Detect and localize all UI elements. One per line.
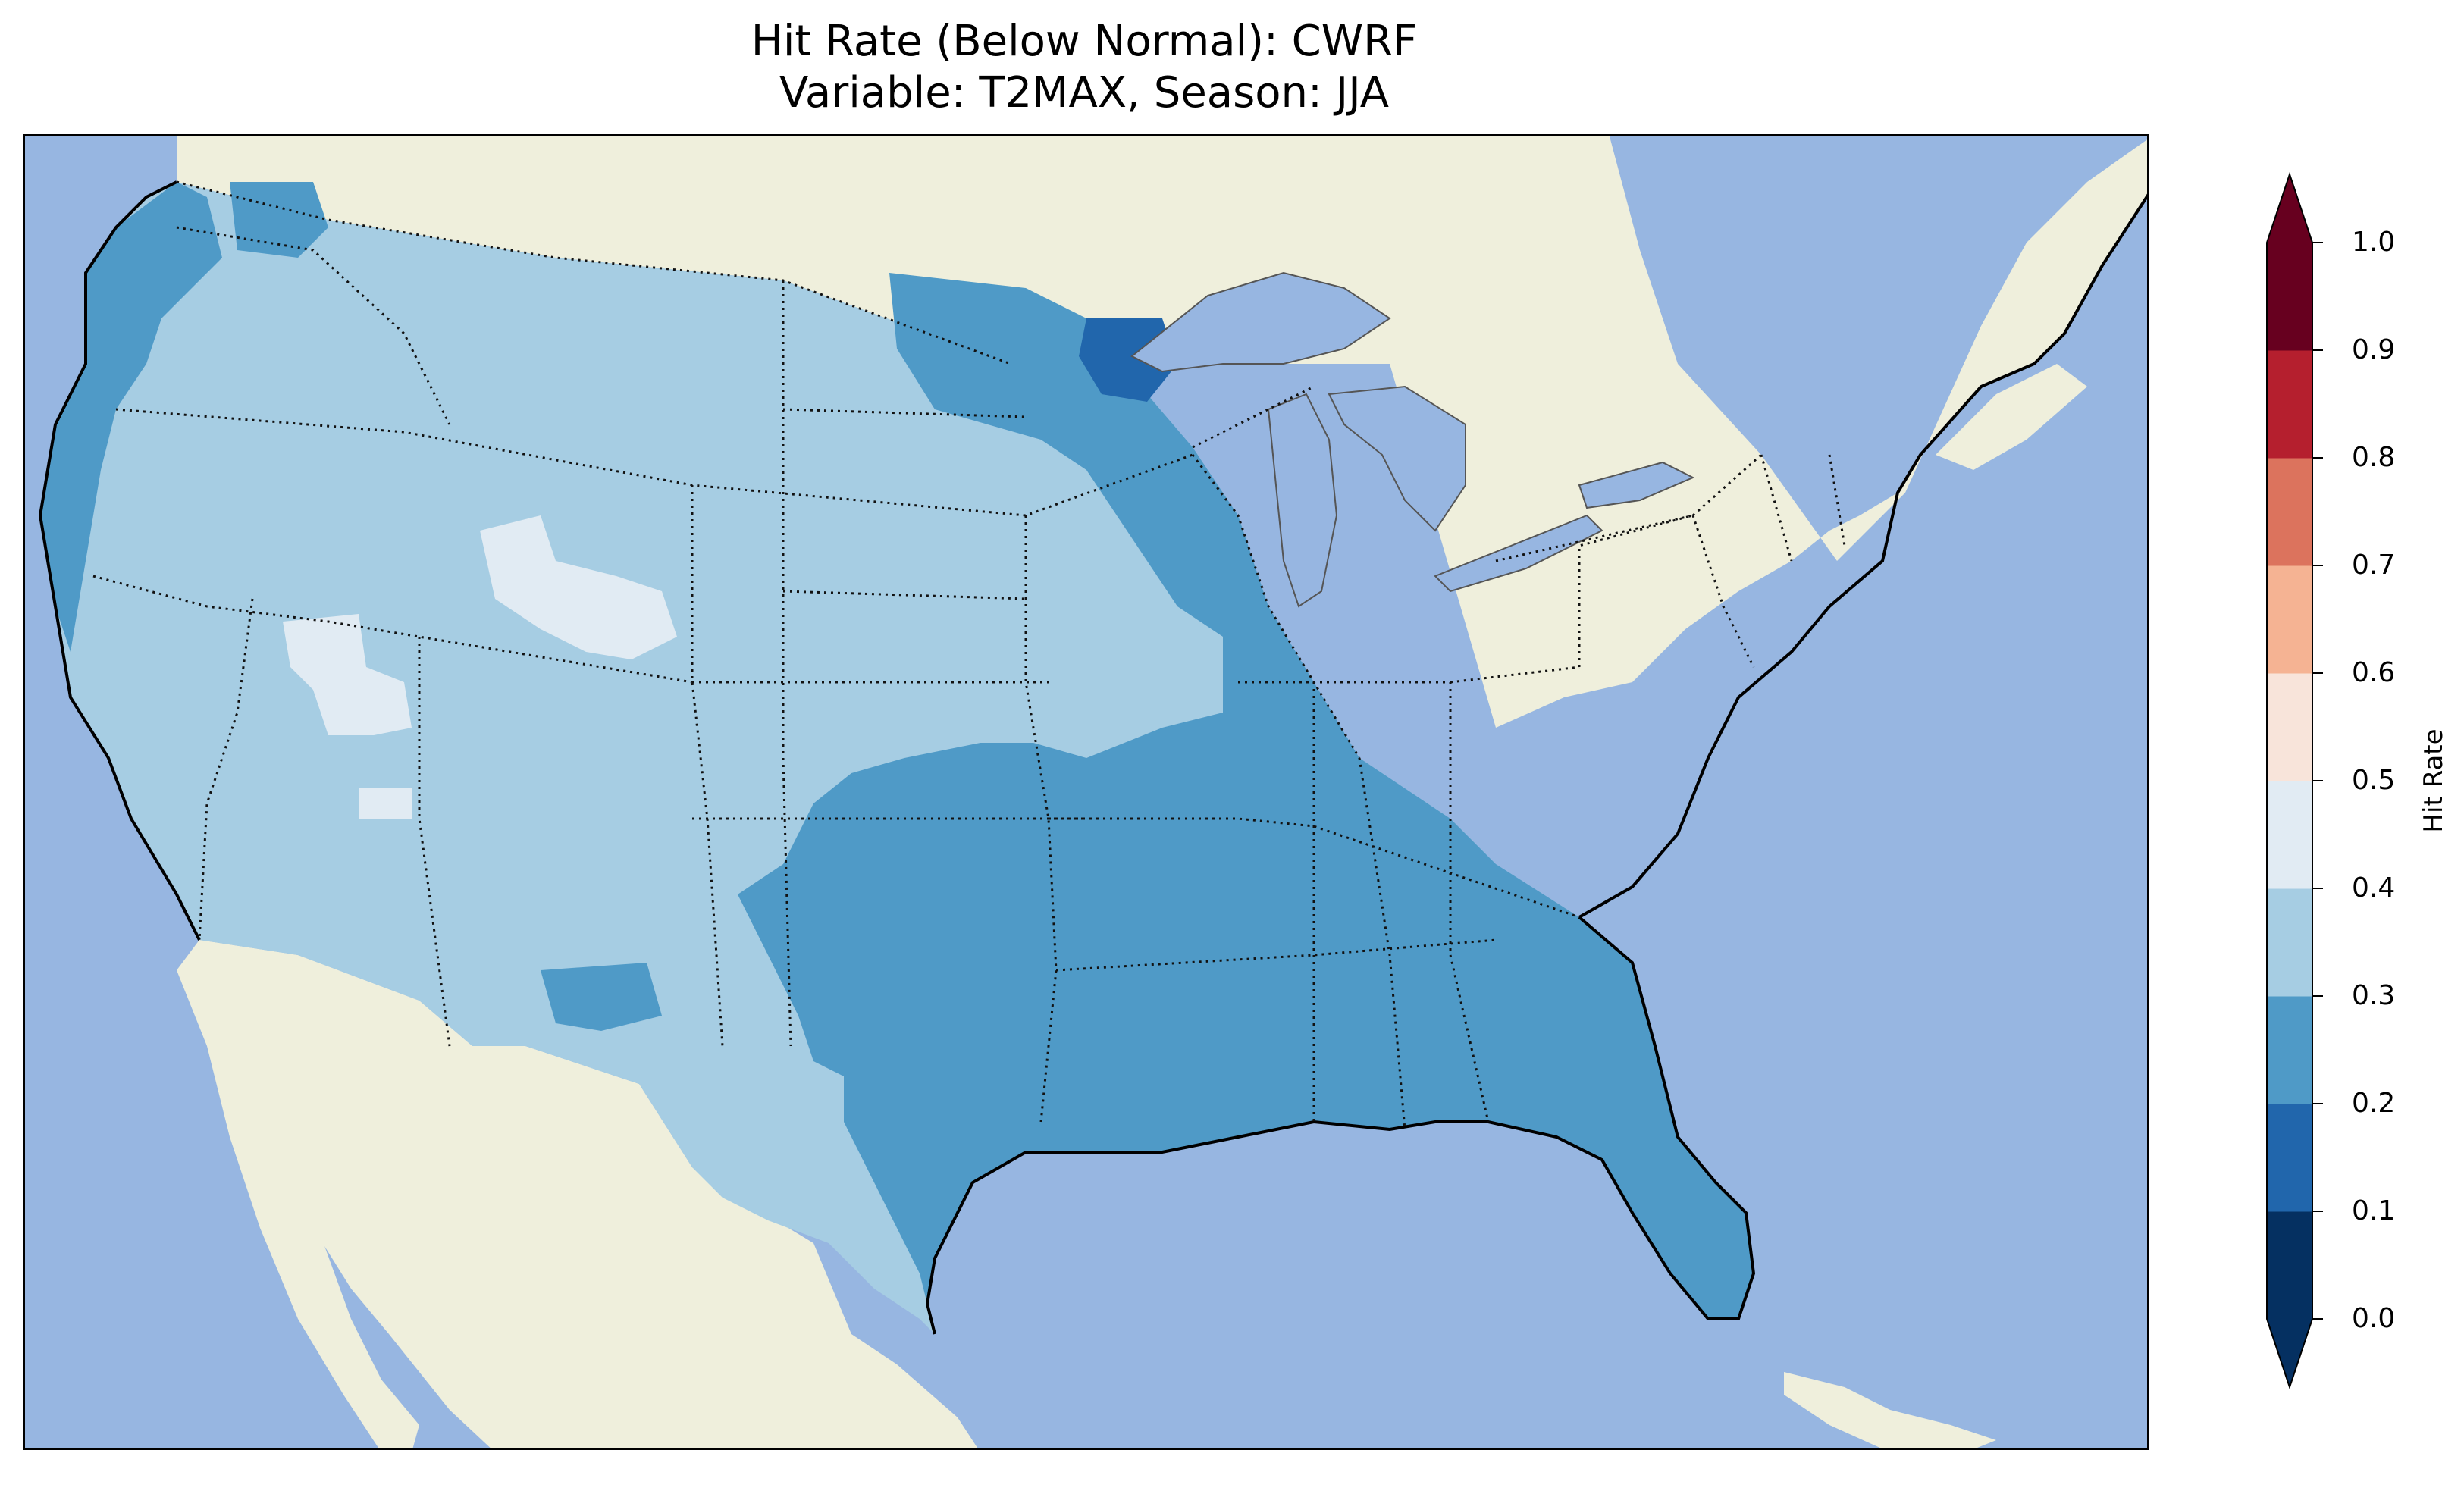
coastline-east — [1578, 193, 2147, 919]
colorbar-label: Hit Rate — [2419, 728, 2449, 833]
coastline-gulf — [925, 916, 1756, 1335]
colorbar-bin-1 — [2267, 1104, 2312, 1212]
colorbar-tick-mark — [2312, 242, 2323, 243]
colorbar-tick-mark — [2312, 888, 2323, 889]
cuba-land — [1784, 1372, 1996, 1448]
colorbar-bin-2 — [2267, 996, 2312, 1104]
lake-ontario — [1578, 461, 1695, 509]
colorbar-tick-label: 0.4 — [2352, 872, 2396, 904]
lake-superior — [1130, 271, 1391, 373]
colorbar-tick-label: 1.0 — [2352, 227, 2396, 258]
colorbar-tick-label: 0.1 — [2352, 1195, 2396, 1226]
lake-michigan — [1267, 393, 1338, 608]
field-bin-0.4-0.5-nevada — [283, 614, 412, 735]
field-bin-0.2-0.3-southwest — [541, 963, 662, 1031]
colorbar-bin-5 — [2267, 673, 2312, 781]
colorbar-tick-label: 0.5 — [2352, 765, 2396, 796]
colorbar-bin-6 — [2267, 565, 2312, 674]
colorbar-tick-mark — [2312, 457, 2323, 459]
lake-erie — [1434, 514, 1603, 593]
field-bin-0.4-0.5-wyoming — [480, 515, 677, 659]
lake-huron — [1328, 385, 1466, 532]
colorbar-tick-mark — [2312, 565, 2323, 566]
colorbar-tick-label: 0.2 — [2352, 1088, 2396, 1119]
colorbar-bin-4 — [2267, 781, 2312, 889]
title-line-1: Hit Rate (Below Normal): CWRF — [751, 17, 1418, 66]
colorbar-tick-mark — [2312, 780, 2323, 781]
baja-land — [177, 940, 419, 1448]
colorbar-tick-label: 0.8 — [2352, 442, 2396, 473]
colorbar-tick-mark — [2312, 1318, 2323, 1320]
mexico-land — [199, 940, 978, 1448]
map-panel[interactable] — [23, 134, 2149, 1450]
colorbar-tick-mark — [2312, 995, 2323, 997]
colorbar-svg — [2266, 171, 2313, 1390]
colorbar-extend-min — [2267, 1319, 2312, 1387]
colorbar-tick-label: 0.9 — [2352, 334, 2396, 365]
colorbar-tick-mark — [2312, 672, 2323, 674]
colorbar-bin-3 — [2267, 888, 2312, 997]
coastline-west — [38, 180, 201, 941]
colorbar-tick-label: 0.0 — [2352, 1303, 2396, 1334]
colorbar-tick-mark — [2312, 349, 2323, 351]
colorbar-tick-label: 0.3 — [2352, 980, 2396, 1011]
field-bin-0.2-0.3-washington — [230, 182, 328, 258]
colorbar-tick-label: 0.6 — [2352, 657, 2396, 688]
colorbar — [2266, 171, 2313, 1390]
colorbar-tick-mark — [2312, 1103, 2323, 1104]
colorbar-extend-max — [2267, 174, 2312, 243]
field-bin-0.2-0.3-east — [738, 273, 1754, 1319]
map-svg — [25, 136, 2147, 1448]
colorbar-bin-9 — [2267, 243, 2312, 351]
colorbar-bin-0 — [2267, 1211, 2312, 1320]
colorbar-bin-8 — [2267, 350, 2312, 459]
colorbar-tick-label: 0.7 — [2352, 550, 2396, 581]
title-line-2: Variable: T2MAX, Season: JJA — [779, 68, 1390, 117]
state-borders — [92, 180, 1846, 1130]
colorbar-tick-mark — [2312, 1211, 2323, 1212]
field-bin-0.4-0.5-arizona — [359, 788, 412, 819]
canada-land — [177, 136, 2147, 728]
colorbar-bin-7 — [2267, 458, 2312, 566]
nova-scotia-land — [1936, 364, 2087, 470]
